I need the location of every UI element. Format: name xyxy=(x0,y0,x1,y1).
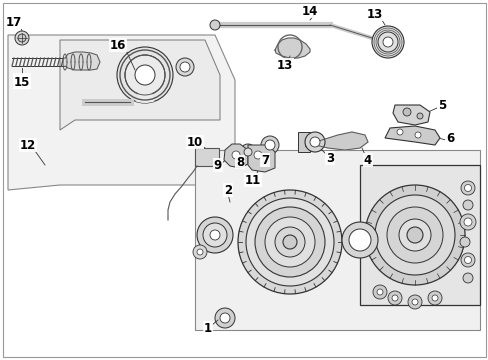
Circle shape xyxy=(398,219,430,251)
Circle shape xyxy=(264,140,274,150)
Circle shape xyxy=(463,218,471,226)
Circle shape xyxy=(462,200,472,210)
Circle shape xyxy=(274,227,305,257)
Circle shape xyxy=(220,313,229,323)
Circle shape xyxy=(209,230,220,240)
Polygon shape xyxy=(224,144,247,168)
Circle shape xyxy=(414,132,420,138)
Text: 1: 1 xyxy=(203,321,212,334)
Circle shape xyxy=(254,207,325,277)
Circle shape xyxy=(244,148,251,156)
Text: 11: 11 xyxy=(244,174,261,186)
Circle shape xyxy=(371,26,403,58)
Text: 9: 9 xyxy=(213,158,222,171)
Circle shape xyxy=(407,295,421,309)
Circle shape xyxy=(372,285,386,299)
Polygon shape xyxy=(8,35,235,190)
Text: 3: 3 xyxy=(325,152,333,165)
Text: 12: 12 xyxy=(20,139,36,152)
Text: 15: 15 xyxy=(14,73,30,86)
Circle shape xyxy=(209,20,220,30)
Circle shape xyxy=(253,151,262,159)
Circle shape xyxy=(411,299,417,305)
Text: 8: 8 xyxy=(235,156,244,168)
Circle shape xyxy=(309,137,319,147)
Circle shape xyxy=(305,132,325,152)
Circle shape xyxy=(416,113,422,119)
Polygon shape xyxy=(60,40,220,130)
Text: 5: 5 xyxy=(437,99,445,112)
Text: 13: 13 xyxy=(366,8,382,21)
Circle shape xyxy=(15,31,29,45)
Polygon shape xyxy=(384,126,439,145)
Circle shape xyxy=(374,195,454,275)
Circle shape xyxy=(427,291,441,305)
Text: 13: 13 xyxy=(276,59,292,72)
Circle shape xyxy=(460,253,474,267)
Polygon shape xyxy=(392,105,429,125)
Text: 7: 7 xyxy=(261,153,268,166)
Circle shape xyxy=(464,256,470,264)
Circle shape xyxy=(391,295,397,301)
Circle shape xyxy=(197,217,232,253)
Text: 16: 16 xyxy=(110,39,126,51)
Circle shape xyxy=(135,65,155,85)
Text: 14: 14 xyxy=(301,5,318,18)
Circle shape xyxy=(377,32,397,52)
Circle shape xyxy=(18,34,26,42)
Polygon shape xyxy=(195,150,479,330)
Circle shape xyxy=(387,291,401,305)
Text: 4: 4 xyxy=(363,153,371,166)
Circle shape xyxy=(180,62,190,72)
Circle shape xyxy=(203,223,226,247)
Circle shape xyxy=(402,108,410,116)
Text: 10: 10 xyxy=(186,135,203,149)
Circle shape xyxy=(193,245,206,259)
Circle shape xyxy=(245,198,333,286)
Circle shape xyxy=(382,37,392,47)
Text: 15: 15 xyxy=(14,76,30,89)
Circle shape xyxy=(464,185,470,192)
Circle shape xyxy=(386,207,442,263)
Circle shape xyxy=(283,235,296,249)
Circle shape xyxy=(459,214,475,230)
Text: 17: 17 xyxy=(6,15,22,28)
Circle shape xyxy=(264,217,314,267)
Text: 6: 6 xyxy=(445,131,453,144)
Circle shape xyxy=(176,58,194,76)
Circle shape xyxy=(263,157,268,163)
Circle shape xyxy=(396,129,402,135)
Circle shape xyxy=(348,229,370,251)
Text: 2: 2 xyxy=(224,184,232,197)
Text: 17: 17 xyxy=(6,15,22,28)
Circle shape xyxy=(125,55,164,95)
Polygon shape xyxy=(274,38,309,58)
Circle shape xyxy=(431,295,437,301)
Polygon shape xyxy=(314,132,367,150)
Bar xyxy=(195,148,219,166)
Circle shape xyxy=(462,273,472,283)
Circle shape xyxy=(261,136,279,154)
Circle shape xyxy=(364,185,464,285)
Circle shape xyxy=(406,227,422,243)
Circle shape xyxy=(117,47,173,103)
Circle shape xyxy=(231,151,240,159)
Circle shape xyxy=(341,222,377,258)
Circle shape xyxy=(376,289,382,295)
Circle shape xyxy=(459,237,469,247)
Circle shape xyxy=(460,181,474,195)
Circle shape xyxy=(240,144,256,160)
Wedge shape xyxy=(135,75,154,103)
Polygon shape xyxy=(65,52,100,70)
Polygon shape xyxy=(297,132,309,152)
Polygon shape xyxy=(359,165,479,305)
Polygon shape xyxy=(247,145,274,172)
Circle shape xyxy=(238,190,341,294)
Circle shape xyxy=(215,308,235,328)
Circle shape xyxy=(197,249,203,255)
